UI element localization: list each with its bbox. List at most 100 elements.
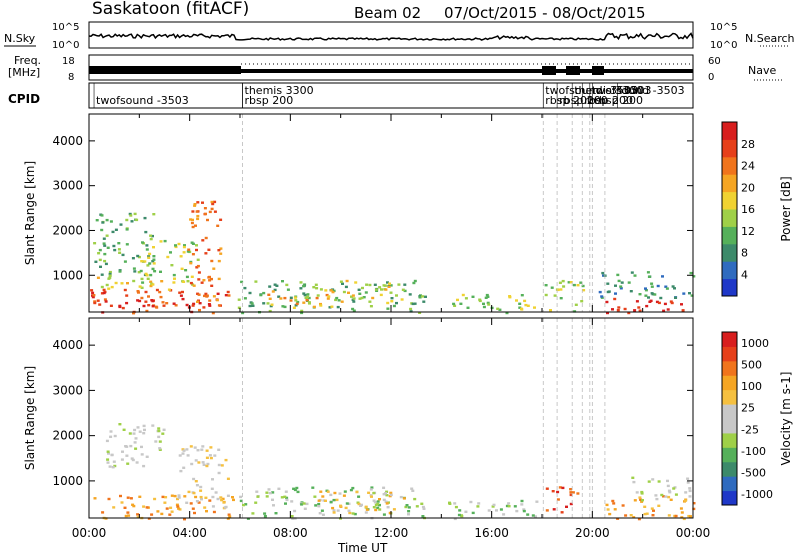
heatmap-cell (125, 301, 129, 305)
heatmap-cell (203, 506, 207, 509)
heatmap-cell (248, 291, 252, 295)
heatmap-cell (556, 490, 560, 494)
heatmap-cell (198, 302, 202, 305)
heatmap-cell (216, 292, 220, 295)
heatmap-cell (344, 506, 348, 510)
heatmap-cell (145, 309, 149, 313)
heatmap-cell (653, 293, 657, 296)
heatmap-cell (201, 445, 205, 448)
heatmap-cell (189, 262, 193, 265)
heatmap-cell (388, 511, 392, 515)
heatmap-cell (567, 281, 571, 284)
heatmap-cell (183, 518, 186, 521)
heatmap-cell (162, 428, 166, 431)
heatmap-cell (371, 296, 375, 300)
heatmap-cell (364, 505, 368, 508)
heatmap-cell (277, 487, 281, 490)
heatmap-cell (345, 502, 349, 505)
heatmap-cell (120, 458, 124, 461)
heatmap-cell (293, 296, 297, 299)
heatmap-cell (185, 303, 189, 307)
heatmap-cell (526, 513, 530, 516)
heatmap-cell (422, 507, 426, 510)
heatmap-cell (602, 274, 605, 277)
cpid-frame (88, 82, 694, 109)
heatmap-cell (138, 285, 142, 288)
heatmap-cell (209, 456, 213, 460)
heatmap-cell (453, 304, 457, 307)
heatmap-cell (409, 307, 413, 311)
heatmap-cell (267, 293, 271, 296)
heatmap-cell (157, 429, 161, 433)
cpid-entry: themis 3300 (574, 84, 643, 97)
heatmap-cell (374, 288, 378, 291)
heatmap-cell (339, 504, 342, 507)
heatmap-cell (191, 283, 195, 286)
heatmap-cell (117, 242, 121, 245)
heatmap-cell (639, 498, 643, 501)
heatmap-cell (243, 286, 247, 290)
heatmap-cell (106, 450, 110, 453)
heatmap-cell (266, 302, 270, 305)
heatmap-cell (219, 496, 223, 499)
heatmap-cell (243, 297, 247, 300)
heatmap-cell (208, 454, 212, 457)
heatmap-cell (136, 426, 140, 429)
heatmap-cell (133, 270, 137, 273)
heatmap-cell (281, 280, 284, 283)
heatmap-cell (157, 427, 161, 430)
heatmap-cell (205, 456, 209, 459)
heatmap-cell (384, 288, 388, 291)
colorbar-tick-label: 100 (741, 380, 762, 393)
cpid-label: CPID (8, 92, 40, 106)
heatmap-cell (208, 279, 212, 282)
heatmap-cell (149, 284, 153, 288)
heatmap-cell (114, 228, 118, 231)
heatmap-cell (283, 305, 287, 309)
heatmap-cell (395, 301, 398, 305)
heatmap-cell (154, 440, 158, 443)
heatmap-cell (329, 493, 333, 497)
heatmap-cell (160, 280, 164, 283)
heatmap-cell (248, 304, 252, 308)
heatmap-cell (147, 304, 151, 307)
heatmap-cell (674, 493, 678, 496)
heatmap-cell (389, 491, 393, 495)
heatmap-cell (561, 486, 565, 490)
heatmap-cell (165, 302, 169, 305)
heatmap-cell (352, 309, 356, 312)
heatmap-cell (151, 283, 155, 286)
heatmap-cell (520, 503, 524, 506)
colorbar-tick-label: 8 (741, 247, 748, 260)
heatmap-cell (207, 276, 211, 279)
heatmap-cell (487, 509, 491, 512)
heatmap-cell (656, 284, 660, 288)
heatmap-cell (186, 454, 190, 457)
heatmap-cell (144, 272, 148, 276)
heatmap-cell (559, 297, 563, 300)
heatmap-cell (93, 301, 97, 305)
heatmap-cell (663, 302, 667, 306)
heatmap-cell (364, 291, 368, 294)
heatmap-cell (196, 449, 200, 452)
heatmap-cell (108, 276, 112, 279)
heatmap-cell (311, 486, 315, 489)
heatmap-cell (125, 294, 129, 297)
heatmap-cell (607, 290, 611, 293)
heatmap-cell (600, 295, 604, 298)
heatmap-cell (411, 302, 415, 306)
heatmap-cell (674, 514, 678, 518)
heatmap-cell (421, 515, 425, 518)
heatmap-cell (471, 295, 475, 298)
heatmap-cell (302, 292, 306, 295)
heatmap-cell (344, 285, 348, 289)
heatmap-cell (459, 302, 463, 305)
heatmap-cell (113, 464, 117, 468)
heatmap-cell (271, 290, 275, 293)
heatmap-cell (688, 489, 692, 493)
heatmap-cell (217, 277, 221, 281)
heatmap-cell (158, 440, 162, 443)
heatmap-cell (457, 513, 461, 517)
heatmap-cell (103, 298, 107, 301)
